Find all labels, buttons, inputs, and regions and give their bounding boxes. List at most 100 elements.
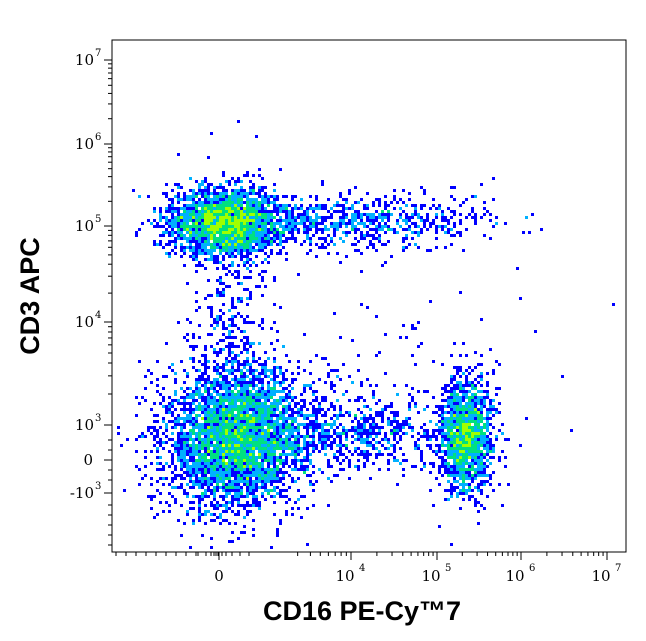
density-dot <box>462 447 465 450</box>
density-dot <box>249 414 252 417</box>
density-dot <box>198 405 201 408</box>
density-dot <box>156 456 159 459</box>
density-dot <box>249 486 252 489</box>
density-dot <box>276 534 279 537</box>
density-dot <box>399 435 402 438</box>
density-dot <box>324 435 327 438</box>
density-dot <box>468 396 471 399</box>
density-dot <box>204 459 207 462</box>
density-dot <box>330 222 333 225</box>
density-dot <box>213 234 216 237</box>
density-dot <box>366 192 369 195</box>
density-dot <box>366 405 369 408</box>
density-dot <box>345 438 348 441</box>
density-dot <box>405 423 408 426</box>
density-dot <box>213 369 216 372</box>
density-dot <box>216 225 219 228</box>
density-dot <box>288 465 291 468</box>
density-dot <box>174 240 177 243</box>
density-dot <box>318 246 321 249</box>
density-dot <box>201 180 204 183</box>
density-dot <box>354 417 357 420</box>
density-dot <box>240 192 243 195</box>
density-dot <box>372 429 375 432</box>
density-dot <box>423 432 426 435</box>
density-dot <box>261 459 264 462</box>
density-dot <box>429 438 432 441</box>
density-dot <box>213 492 216 495</box>
density-dot <box>198 501 201 504</box>
density-dot <box>462 438 465 441</box>
density-dot <box>321 228 324 231</box>
density-dot <box>438 414 441 417</box>
density-dot <box>330 237 333 240</box>
density-dot <box>435 237 438 240</box>
density-dot <box>264 498 267 501</box>
density-dot <box>219 246 222 249</box>
density-dot <box>333 438 336 441</box>
density-dot <box>207 192 210 195</box>
density-dot <box>222 198 225 201</box>
density-dot <box>459 390 462 393</box>
density-dot <box>333 453 336 456</box>
density-dot <box>435 438 438 441</box>
density-dot <box>276 414 279 417</box>
density-dot <box>354 219 357 222</box>
density-dot <box>180 186 183 189</box>
density-dot <box>339 468 342 471</box>
density-dot <box>348 477 351 480</box>
density-dot <box>336 435 339 438</box>
density-dot <box>351 207 354 210</box>
x-tick-exponent: 7 <box>615 563 621 574</box>
density-dot <box>252 186 255 189</box>
density-dot <box>219 477 222 480</box>
density-dot <box>153 402 156 405</box>
density-dot <box>414 243 417 246</box>
density-dot <box>249 228 252 231</box>
density-dot <box>216 402 219 405</box>
density-dot <box>429 447 432 450</box>
density-dot <box>441 465 444 468</box>
density-dot <box>195 213 198 216</box>
density-dot <box>228 480 231 483</box>
density-dot <box>159 477 162 480</box>
density-dot <box>246 468 249 471</box>
density-dot <box>324 228 327 231</box>
density-dot <box>204 429 207 432</box>
density-dot <box>270 393 273 396</box>
density-dot <box>525 216 528 219</box>
density-dot <box>294 225 297 228</box>
density-dot <box>252 234 255 237</box>
density-dot <box>282 225 285 228</box>
density-dot <box>186 231 189 234</box>
density-dot <box>402 420 405 423</box>
density-dot <box>210 459 213 462</box>
density-dot <box>279 426 282 429</box>
density-dot <box>453 234 456 237</box>
density-dot <box>252 423 255 426</box>
density-dot <box>327 432 330 435</box>
density-dot <box>207 201 210 204</box>
density-dot <box>324 447 327 450</box>
density-dot <box>198 468 201 471</box>
density-dot <box>222 417 225 420</box>
density-dot <box>291 213 294 216</box>
density-dot <box>234 354 237 357</box>
density-dot <box>345 198 348 201</box>
density-dot <box>273 189 276 192</box>
density-dot <box>195 495 198 498</box>
density-dot <box>168 234 171 237</box>
density-dot <box>180 504 183 507</box>
density-dot <box>363 213 366 216</box>
density-dot <box>240 435 243 438</box>
density-dot <box>270 546 273 549</box>
density-dot <box>255 498 258 501</box>
density-dot <box>237 276 240 279</box>
density-dot <box>198 204 201 207</box>
density-dot <box>177 225 180 228</box>
density-dot <box>375 441 378 444</box>
density-dot <box>480 480 483 483</box>
density-dot <box>474 438 477 441</box>
density-dot <box>426 390 429 393</box>
density-dot <box>456 426 459 429</box>
